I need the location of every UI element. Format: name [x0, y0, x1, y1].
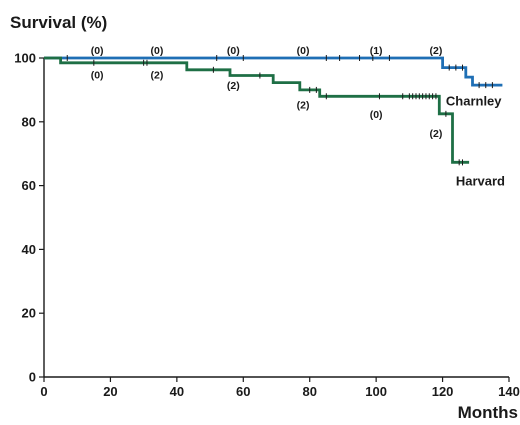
count-annotation: (0)	[227, 45, 240, 57]
y-tick-label: 20	[22, 306, 36, 321]
y-tick-label: 60	[22, 178, 36, 193]
x-tick-label: 100	[365, 384, 387, 399]
count-annotation: (0)	[297, 45, 310, 57]
annotation-layer: (0) (0) (0) (0) (1) (2) (0) (2) (2) (2) (0) (2) Char…	[91, 45, 505, 188]
y-axis-title: Survival (%)	[10, 13, 107, 32]
y-tick-label: 100	[14, 51, 36, 66]
harvard-survival-line	[44, 56, 470, 164]
axis-ticks: 0 20 40 60 80 100 120 140 0 20 40 60 80 100	[14, 51, 520, 400]
x-tick-label: 0	[40, 384, 47, 399]
charnley-survival-line	[44, 56, 503, 87]
count-annotation: (0)	[91, 70, 104, 82]
series-label-charnley: Charnley	[446, 94, 502, 109]
count-annotation: (0)	[151, 45, 164, 57]
count-annotation: (2)	[151, 70, 164, 82]
series-charnley	[44, 55, 503, 89]
count-annotation: (1)	[370, 45, 383, 57]
count-annotation: (2)	[430, 128, 443, 140]
y-tick-label: 80	[22, 114, 36, 129]
series-layer	[44, 55, 503, 166]
x-tick-label: 20	[103, 384, 117, 399]
y-tick-label: 0	[29, 370, 36, 385]
count-annotation: (2)	[227, 80, 240, 92]
count-annotation: (0)	[91, 45, 104, 57]
series-harvard	[44, 56, 470, 166]
x-tick-label: 120	[432, 384, 454, 399]
x-tick-label: 80	[302, 384, 316, 399]
series-label-harvard: Harvard	[456, 173, 505, 188]
x-tick-label: 60	[236, 384, 250, 399]
x-tick-label: 140	[498, 384, 520, 399]
x-axis-title: Months	[458, 403, 518, 422]
count-annotation: (0)	[370, 109, 383, 121]
y-tick-label: 40	[22, 242, 36, 257]
count-annotation: (2)	[297, 99, 310, 111]
x-tick-label: 40	[170, 384, 184, 399]
count-annotation: (2)	[430, 45, 443, 57]
